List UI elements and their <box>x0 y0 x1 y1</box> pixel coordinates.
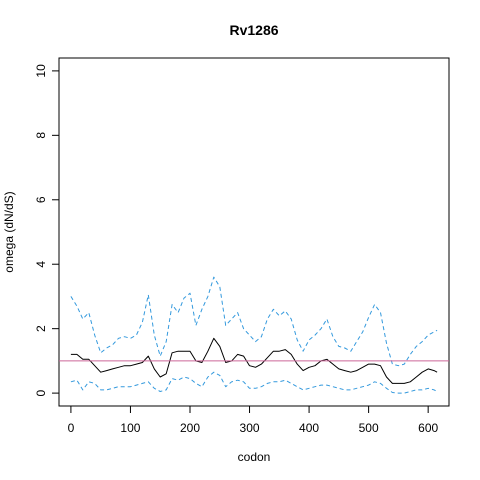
y-tick-label: 10 <box>34 64 48 78</box>
y-tick-label: 6 <box>34 196 48 203</box>
x-tick-label: 400 <box>299 421 319 435</box>
x-tick-label: 500 <box>359 421 379 435</box>
x-tick-label: 100 <box>120 421 140 435</box>
x-axis: 0 100 200 300 400 500 600 <box>68 405 438 435</box>
plot-frame <box>58 57 450 407</box>
y-tick-label: 0 <box>34 389 48 396</box>
series-line-1 <box>70 276 438 367</box>
y-axis-label: omega (dN/dS) <box>2 191 16 272</box>
y-axis: 0 2 4 6 8 10 <box>34 64 60 396</box>
y-tick-label: 8 <box>34 132 48 139</box>
x-tick-label: 0 <box>68 421 75 435</box>
series-line-0 <box>70 337 438 384</box>
x-axis-label: codon <box>238 450 271 464</box>
x-tick-label: 300 <box>240 421 260 435</box>
x-tick-label: 600 <box>418 421 438 435</box>
y-tick-label: 4 <box>34 261 48 268</box>
y-tick-label: 2 <box>34 325 48 332</box>
x-tick-label: 200 <box>180 421 200 435</box>
series-line-2 <box>70 371 438 394</box>
chart-title: Rv1286 <box>229 22 278 38</box>
series-layer <box>59 276 449 394</box>
